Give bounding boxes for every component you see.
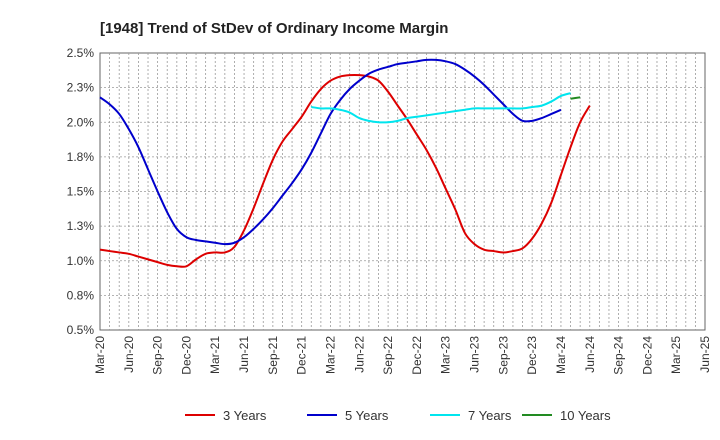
y-tick-label: 2.0% <box>67 115 95 129</box>
y-axis-ticks: 0.5% 0.8% 1.0% 1.3% 1.5% 1.8% 2.0% 2.3% 2.5% <box>67 46 95 337</box>
x-tick-label: Jun-22 <box>352 336 366 373</box>
legend-label: 7 Years <box>468 408 512 423</box>
y-tick-label: 0.5% <box>67 323 95 337</box>
x-tick-label: Jun-23 <box>468 336 482 373</box>
x-tick-label: Mar-23 <box>439 336 453 374</box>
x-tick-label: Jun-24 <box>583 336 597 373</box>
x-tick-label: Mar-24 <box>554 336 568 374</box>
x-tick-label: Jun-25 <box>698 336 712 373</box>
series-lines <box>99 58 591 268</box>
legend-label: 3 Years <box>223 408 267 423</box>
horizontal-gridlines <box>100 87 705 296</box>
x-tick-label: Jun-21 <box>237 336 251 373</box>
x-tick-label: Sep-23 <box>496 336 510 375</box>
series-line-7-years <box>311 92 571 124</box>
legend-label: 10 Years <box>560 408 611 423</box>
x-tick-label: Dec-24 <box>640 336 654 375</box>
x-tick-label: Dec-21 <box>295 336 309 375</box>
x-tick-label: Mar-22 <box>323 336 337 374</box>
series-line-10-years <box>570 96 581 100</box>
x-tick-label: Sep-24 <box>612 336 626 375</box>
x-tick-label: Mar-21 <box>208 336 222 374</box>
x-tick-label: Jun-20 <box>122 336 136 373</box>
chart-title: [1948] Trend of StDev of Ordinary Income… <box>100 20 448 37</box>
x-axis-ticks: Mar-20 Jun-20 Sep-20 Dec-20 Mar-21 Jun-21 Sep-… <box>93 336 712 375</box>
y-tick-label: 0.8% <box>67 288 95 302</box>
y-tick-label: 1.5% <box>67 185 95 199</box>
y-tick-label: 1.0% <box>67 254 95 268</box>
y-tick-label: 1.8% <box>67 150 95 164</box>
x-tick-label: Dec-23 <box>525 336 539 375</box>
x-tick-label: Mar-25 <box>669 336 683 374</box>
series-line-3-years <box>99 73 591 268</box>
x-tick-label: Dec-22 <box>410 336 424 375</box>
x-tick-label: Sep-22 <box>381 336 395 375</box>
y-tick-label: 2.3% <box>67 81 95 95</box>
plot-area <box>99 52 706 331</box>
series-line-5-years <box>99 58 562 246</box>
x-tick-label: Sep-21 <box>266 336 280 375</box>
y-tick-label: 2.5% <box>67 46 95 60</box>
legend: 3 Years 5 Years 7 Years 10 Years <box>185 408 611 423</box>
legend-label: 5 Years <box>345 408 389 423</box>
x-tick-label: Mar-20 <box>93 336 107 374</box>
x-tick-label: Dec-20 <box>179 336 193 375</box>
x-tick-label: Sep-20 <box>151 336 165 375</box>
y-tick-label: 1.3% <box>67 219 95 233</box>
